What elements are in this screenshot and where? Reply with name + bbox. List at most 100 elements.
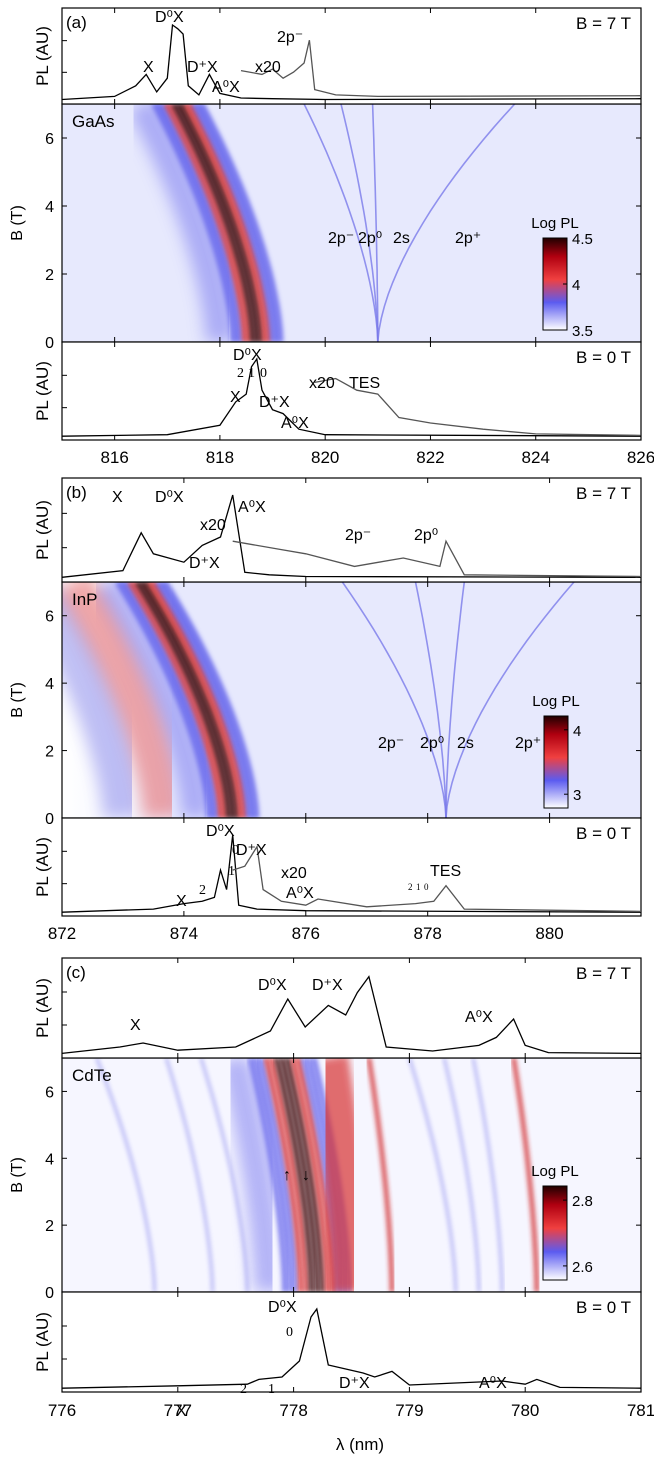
peak-label: A⁰X <box>238 499 266 516</box>
heatmap-band-line <box>195 104 280 342</box>
panel-inp: 0 2 4 6 B (T) InP Log PL 4 3 2p⁻ 2p⁰ 2s 2p⁺ PL (AU) B … <box>9 477 642 943</box>
x-tick-label: 779 <box>395 1401 423 1420</box>
material-label: GaAs <box>72 112 115 131</box>
map-transition-label: 2p⁰ <box>420 735 444 752</box>
heatmap-lines <box>95 1058 540 1292</box>
b-axis-label: B (T) <box>9 682 26 718</box>
peak-label: 2 <box>237 366 244 381</box>
colorbar-title: Log PL <box>532 693 580 710</box>
panel-cdte: 0 2 4 6 B (T) CdTe Log PL 2.8 2.6 ↑ ↓ PL (AU) B = 7 … <box>9 957 654 1420</box>
colorbar-tick-label: 2.8 <box>572 1193 593 1210</box>
b-tick-label: 0 <box>45 335 54 352</box>
map-transition-label: 2p⁻ <box>378 735 404 752</box>
peak-label: TES <box>430 863 461 880</box>
map-transition-label: 2p⁺ <box>515 735 541 752</box>
heatmap-band-glow <box>128 104 236 342</box>
heatmap-band-line <box>263 1058 304 1292</box>
b-axis-label: B (T) <box>9 205 26 241</box>
heatmap-band-glow <box>92 582 212 818</box>
x-tick-label: 820 <box>311 448 339 467</box>
field-label: B = 7 T <box>576 484 631 503</box>
x-tick-label: 778 <box>279 1401 307 1420</box>
b-tick-label: 2 <box>45 744 54 761</box>
heatmap-band-line <box>167 104 252 342</box>
heatmap-band-line <box>131 582 228 818</box>
heatmap-band-line <box>163 104 248 342</box>
heatmap-lines <box>128 104 516 342</box>
peak-label: A⁰X <box>286 885 314 902</box>
heatmap-transition-line <box>340 104 379 342</box>
peak-label: X <box>176 1403 187 1420</box>
spectrum-line <box>61 494 642 578</box>
x-tick-label: 878 <box>413 924 441 943</box>
b-tick-label: 0 <box>45 811 54 828</box>
heatmap-band-line <box>284 1058 325 1292</box>
x-tick-label: 816 <box>100 448 128 467</box>
heatmap-band-line <box>279 1058 320 1292</box>
spectrum-x20-line <box>314 377 642 437</box>
peak-label: A⁰X <box>281 415 309 432</box>
b-tick-label: 4 <box>45 1151 54 1168</box>
colorbar-title: Log PL <box>531 215 579 232</box>
heatmap-band-glow <box>219 1058 284 1292</box>
heatmap-band-line <box>290 1058 330 1292</box>
spectrum-x20-line <box>232 539 642 578</box>
heatmap-lines <box>62 582 575 818</box>
peak-label: 1 <box>416 882 421 892</box>
peak-label: D⁺X <box>189 555 220 572</box>
heatmap-band-line <box>175 104 260 342</box>
x-tick-label: 776 <box>48 1401 76 1420</box>
b-axis-label: B (T) <box>9 1157 26 1193</box>
colorbar-tick-label: 4 <box>573 723 581 740</box>
b-tick-label: 0 <box>45 1285 54 1302</box>
peak-label: D⁺X <box>312 977 343 994</box>
heatmap-transition-line <box>445 582 466 818</box>
pl-axis-label: PL (AU) <box>33 1312 52 1372</box>
panel-letter: (b) <box>66 483 87 502</box>
heatmap-transition-line <box>414 582 447 818</box>
peak-label: D⁰X <box>258 977 287 994</box>
heatmap-band-line <box>143 582 240 818</box>
peak-label: 2 <box>408 882 413 892</box>
panel-letter: (a) <box>66 13 87 32</box>
map-transition-label: 2p⁰ <box>358 230 382 247</box>
peak-label: A⁰X <box>212 79 240 96</box>
peak-label: D⁰X <box>155 489 184 506</box>
heatmap-transition-line <box>442 1058 481 1292</box>
peak-label: x20 <box>309 375 335 392</box>
field-label: B = 0 T <box>576 348 631 367</box>
heatmap-band-line <box>135 582 232 818</box>
b-tick-label: 4 <box>45 676 54 693</box>
heatmap-band-line <box>252 1058 294 1292</box>
map-transition-label: 2p⁺ <box>455 230 481 247</box>
spectrum-0t-frame <box>61 341 642 441</box>
b-tick-label: 2 <box>45 1218 54 1235</box>
heatmap-transition-line <box>303 104 379 342</box>
heatmap-band-line <box>257 1058 299 1292</box>
heatmap-transition-line <box>164 1058 214 1292</box>
field-label: B = 7 T <box>576 14 631 33</box>
peak-label: A⁰X <box>465 1009 493 1026</box>
peak-label: D⁰X <box>268 1299 297 1316</box>
x-tick-label: 872 <box>48 924 76 943</box>
x-tick-label: 880 <box>535 924 563 943</box>
pl-axis-label: PL (AU) <box>33 361 52 421</box>
material-label: InP <box>72 590 98 609</box>
field-label: B = 0 T <box>576 1298 631 1317</box>
panel-letter: (c) <box>66 963 86 982</box>
heatmap-transition-line <box>377 104 516 342</box>
b-tick-label: 6 <box>45 131 54 148</box>
heatmap-band-line <box>158 582 256 818</box>
peak-label: X <box>230 389 241 406</box>
b-tick-label: 6 <box>45 1084 54 1101</box>
x-tick-label: 874 <box>170 924 198 943</box>
heatmap-band-line <box>147 582 244 818</box>
pl-axis-label: PL (AU) <box>33 837 52 897</box>
heatmap-band-line <box>183 104 268 342</box>
x-tick-label: 818 <box>206 448 234 467</box>
peak-label: X <box>176 893 187 910</box>
colorbar-title: Log PL <box>531 1163 579 1180</box>
heatmap-band-glow <box>308 1058 372 1292</box>
heatmap-band-line <box>274 1058 314 1292</box>
